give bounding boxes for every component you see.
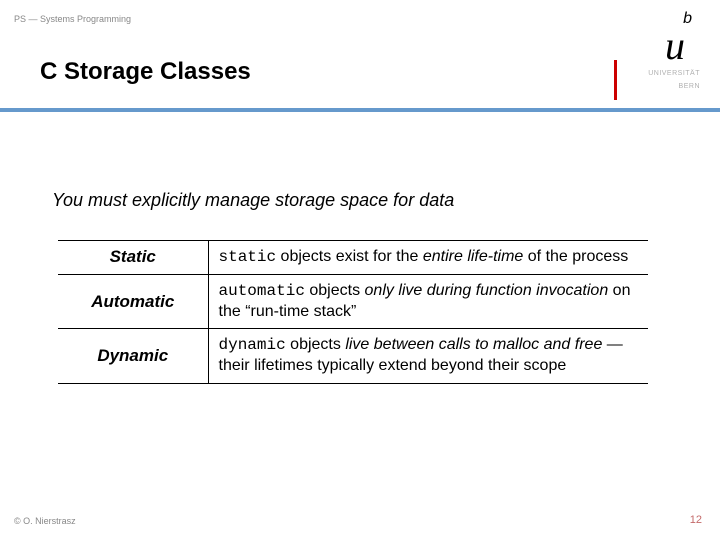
row-description: static objects exist for the entire life… [208,241,648,275]
table-row: Dynamic dynamic objects live between cal… [58,329,648,384]
logo-main: u [600,28,685,64]
row-description: dynamic objects live between calls to ma… [208,329,648,384]
course-header: PS — Systems Programming [14,14,131,24]
keyword: dynamic [219,336,286,354]
storage-class-table: Static static objects exist for the enti… [58,240,648,384]
desc-mid: objects exist for the [276,248,423,265]
row-label: Static [58,241,208,275]
desc-emph: entire life-time [423,248,523,265]
keyword: static [219,248,277,266]
table-row: Static static objects exist for the enti… [58,241,648,275]
intro-text: You must explicitly manage storage space… [52,190,454,211]
logo-university-line1: UNIVERSITÄT [600,70,700,77]
table-row: Automatic automatic objects only live du… [58,274,648,329]
desc-tail: of the process [523,248,628,265]
row-label: Automatic [58,274,208,329]
slide-title: C Storage Classes [40,58,251,86]
desc-mid: objects [305,282,365,299]
row-description: automatic objects only live during funct… [208,274,648,329]
copyright-footer: © O. Nierstrasz [14,516,76,526]
university-logo: b u UNIVERSITÄT BERN [600,10,700,105]
desc-mid: objects [286,336,346,353]
keyword: automatic [219,282,305,300]
logo-university-line2: BERN [600,83,700,90]
desc-emph: only live during function invocation [365,282,609,299]
page-number: 12 [690,514,702,526]
header-divider [0,108,720,112]
row-label: Dynamic [58,329,208,384]
desc-emph: live between calls to malloc and free [345,336,602,353]
